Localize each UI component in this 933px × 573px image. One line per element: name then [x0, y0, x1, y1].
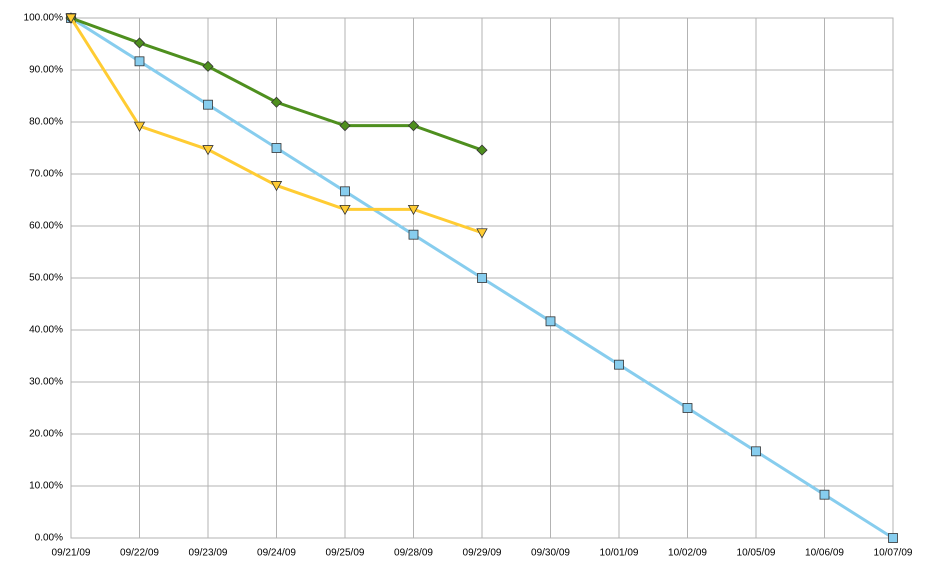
x-tick-label: 10/07/09 [874, 548, 913, 559]
marker [751, 446, 761, 457]
y-tick-label: 60.00% [29, 221, 63, 232]
marker [270, 181, 283, 192]
x-tick-label: 10/06/09 [805, 548, 844, 559]
y-tick-label: 30.00% [29, 377, 63, 388]
y-tick-label: 90.00% [29, 65, 63, 76]
marker [203, 99, 213, 110]
x-tick-label: 09/29/09 [463, 548, 502, 559]
y-tick-label: 40.00% [29, 325, 63, 336]
x-tick-label: 10/02/09 [668, 548, 707, 559]
marker [888, 533, 898, 543]
marker [545, 316, 556, 327]
marker [133, 121, 146, 132]
y-tick-label: 0.00% [35, 533, 63, 544]
marker [65, 13, 77, 24]
marker [476, 228, 488, 239]
x-tick-label: 09/24/09 [257, 548, 296, 559]
y-tick-label: 80.00% [29, 117, 63, 128]
marker [682, 403, 693, 413]
x-tick-label: 09/21/09 [52, 548, 91, 559]
marker [819, 489, 830, 500]
x-tick-label: 09/22/09 [120, 548, 159, 559]
y-tick-label: 50.00% [29, 273, 63, 284]
x-tick-label: 10/05/09 [737, 548, 776, 559]
marker [476, 144, 488, 156]
marker [408, 229, 419, 240]
marker [270, 96, 283, 108]
y-tick-label: 10.00% [29, 481, 63, 492]
y-tick-label: 20.00% [29, 429, 63, 440]
marker [134, 56, 145, 67]
x-tick-label: 09/25/09 [326, 548, 365, 559]
y-tick-label: 70.00% [29, 169, 63, 180]
marker [202, 60, 214, 72]
x-tick-label: 09/23/09 [189, 548, 228, 559]
marker [340, 186, 350, 197]
marker [133, 37, 146, 49]
marker [614, 359, 624, 370]
marker [202, 145, 214, 156]
x-tick-label: 09/28/09 [394, 548, 433, 559]
marker [271, 143, 282, 153]
x-tick-label: 10/01/09 [600, 548, 639, 559]
y-tick-label: 100.00% [24, 13, 64, 24]
x-tick-label: 09/30/09 [531, 548, 570, 559]
marker [477, 273, 487, 283]
marker [339, 120, 351, 132]
marker [339, 204, 351, 216]
marker [407, 120, 420, 132]
marker [407, 204, 420, 216]
